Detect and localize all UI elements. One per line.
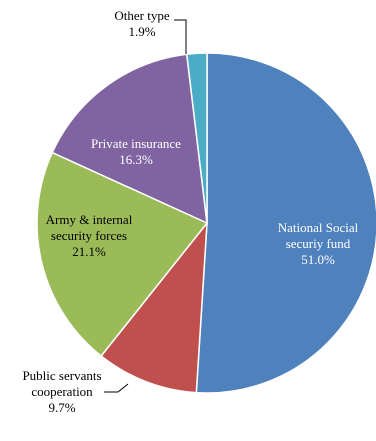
pie-slice-2 bbox=[36, 151, 209, 358]
leader-lines bbox=[104, 19, 187, 393]
data-label-percent: 9.7% bbox=[48, 400, 75, 415]
data-label-1: Public servants cooperation 9.7% bbox=[22, 368, 101, 415]
data-label-2: Army & internal security forces 21.1% bbox=[46, 212, 133, 259]
pie-slice-3 bbox=[51, 53, 208, 225]
data-label-percent: 1.9% bbox=[128, 24, 155, 39]
leader-line-1 bbox=[104, 383, 129, 393]
data-label-category: Other type bbox=[114, 8, 169, 23]
data-label-percent: 51.0% bbox=[301, 252, 335, 267]
leader-line-4 bbox=[174, 19, 187, 54]
pie-slice-4 bbox=[185, 52, 208, 224]
pie-slice-0 bbox=[195, 52, 376, 394]
data-label-category: security forces bbox=[51, 228, 127, 243]
data-label-category: cooperation bbox=[31, 384, 93, 399]
data-label-category: Public servants bbox=[22, 368, 101, 383]
data-label-category: securiy fund bbox=[286, 236, 351, 251]
data-label-percent: 21.1% bbox=[72, 244, 106, 259]
data-label-category: Army & internal bbox=[46, 212, 133, 227]
data-label-0: National Social securiy fund 51.0% bbox=[278, 220, 359, 267]
data-label-category: National Social bbox=[278, 220, 359, 235]
data-labels: National Social securiy fund 51.0% Public s… bbox=[22, 8, 358, 415]
data-label-4: Other type 1.9% bbox=[114, 8, 169, 39]
data-label-3: Private insurance 16.3% bbox=[91, 136, 181, 167]
data-label-category: Private insurance bbox=[91, 136, 181, 151]
pie-slices bbox=[36, 52, 376, 394]
data-label-percent: 16.3% bbox=[119, 152, 153, 167]
pie-slice-1 bbox=[100, 220, 208, 394]
